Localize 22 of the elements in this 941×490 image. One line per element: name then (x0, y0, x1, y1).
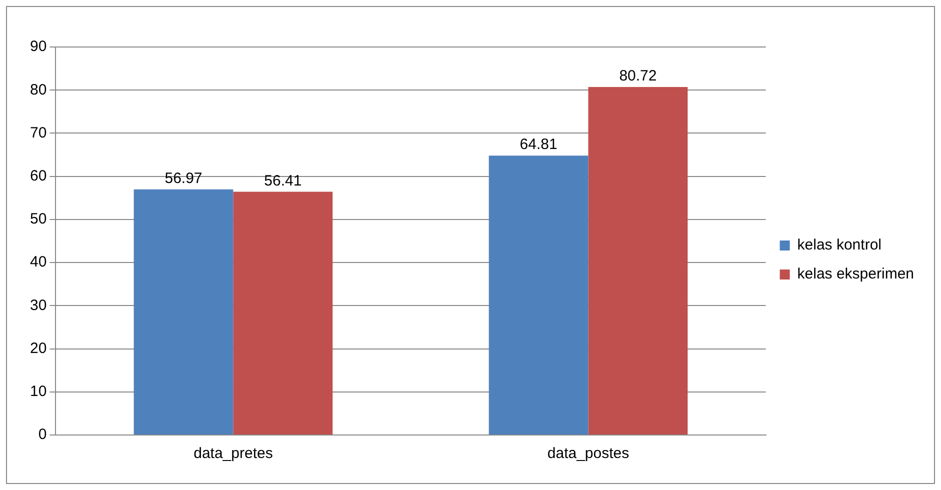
bar (588, 87, 688, 434)
bar (488, 156, 588, 434)
data-label: 64.81 (520, 136, 558, 154)
bar (233, 192, 333, 434)
data-label: 56.41 (264, 172, 302, 190)
x-tick-label: data_postes (547, 445, 630, 462)
y-tick-label: 10 (30, 383, 47, 400)
legend-label: kelas eksperimen (797, 266, 914, 283)
data-label: 56.97 (164, 170, 202, 188)
data-label: 80.72 (619, 68, 657, 85)
y-tick-label: 70 (30, 124, 47, 142)
y-tick-label: 90 (30, 38, 47, 56)
legend-label: kelas kontrol (797, 236, 882, 254)
y-tick-label: 20 (30, 340, 47, 357)
x-tick-label: data_pretes (194, 445, 273, 462)
y-tick-label: 30 (30, 296, 47, 314)
y-tick-label: 80 (30, 81, 47, 98)
y-tick-label: 0 (38, 426, 47, 444)
bar (134, 189, 234, 434)
y-tick-label: 50 (30, 210, 47, 228)
y-tick-label: 40 (30, 254, 47, 271)
y-tick-label: 60 (30, 167, 47, 184)
